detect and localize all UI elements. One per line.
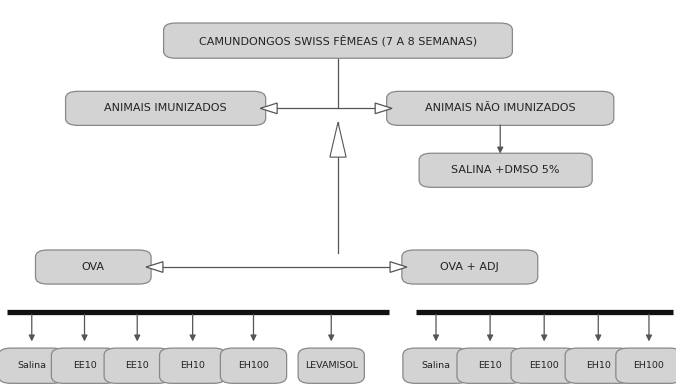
FancyBboxPatch shape (457, 348, 523, 383)
Polygon shape (375, 103, 392, 114)
FancyBboxPatch shape (164, 23, 512, 58)
FancyBboxPatch shape (402, 250, 537, 284)
FancyBboxPatch shape (104, 348, 170, 383)
FancyBboxPatch shape (616, 348, 676, 383)
Text: OVA: OVA (82, 262, 105, 272)
Text: ANIMAIS IMUNIZADOS: ANIMAIS IMUNIZADOS (104, 103, 227, 113)
Text: EE10: EE10 (125, 361, 149, 370)
Text: Salina: Salina (18, 361, 46, 370)
Text: Salina: Salina (422, 361, 450, 370)
FancyBboxPatch shape (419, 153, 592, 187)
Text: EH10: EH10 (180, 361, 205, 370)
Text: ANIMAIS NÃO IMUNIZADOS: ANIMAIS NÃO IMUNIZADOS (425, 103, 575, 113)
Polygon shape (330, 122, 346, 157)
Text: EE10: EE10 (72, 361, 97, 370)
Polygon shape (390, 262, 407, 272)
Text: LEVAMISOL: LEVAMISOL (305, 361, 358, 370)
FancyBboxPatch shape (51, 348, 118, 383)
Text: EE100: EE100 (529, 361, 559, 370)
FancyBboxPatch shape (387, 91, 614, 125)
FancyBboxPatch shape (403, 348, 469, 383)
FancyBboxPatch shape (220, 348, 287, 383)
Text: EH10: EH10 (586, 361, 610, 370)
FancyBboxPatch shape (0, 348, 65, 383)
Text: CAMUNDONGOS SWISS FÊMEAS (7 A 8 SEMANAS): CAMUNDONGOS SWISS FÊMEAS (7 A 8 SEMANAS) (199, 35, 477, 46)
Text: OVA + ADJ: OVA + ADJ (441, 262, 499, 272)
Polygon shape (260, 103, 277, 114)
FancyBboxPatch shape (298, 348, 364, 383)
Text: EH100: EH100 (633, 361, 665, 370)
Text: EH100: EH100 (238, 361, 269, 370)
FancyBboxPatch shape (66, 91, 266, 125)
FancyBboxPatch shape (36, 250, 151, 284)
Polygon shape (146, 262, 163, 272)
FancyBboxPatch shape (565, 348, 631, 383)
Text: EE10: EE10 (478, 361, 502, 370)
FancyBboxPatch shape (160, 348, 226, 383)
Text: SALINA +DMSO 5%: SALINA +DMSO 5% (452, 165, 560, 175)
FancyBboxPatch shape (511, 348, 577, 383)
